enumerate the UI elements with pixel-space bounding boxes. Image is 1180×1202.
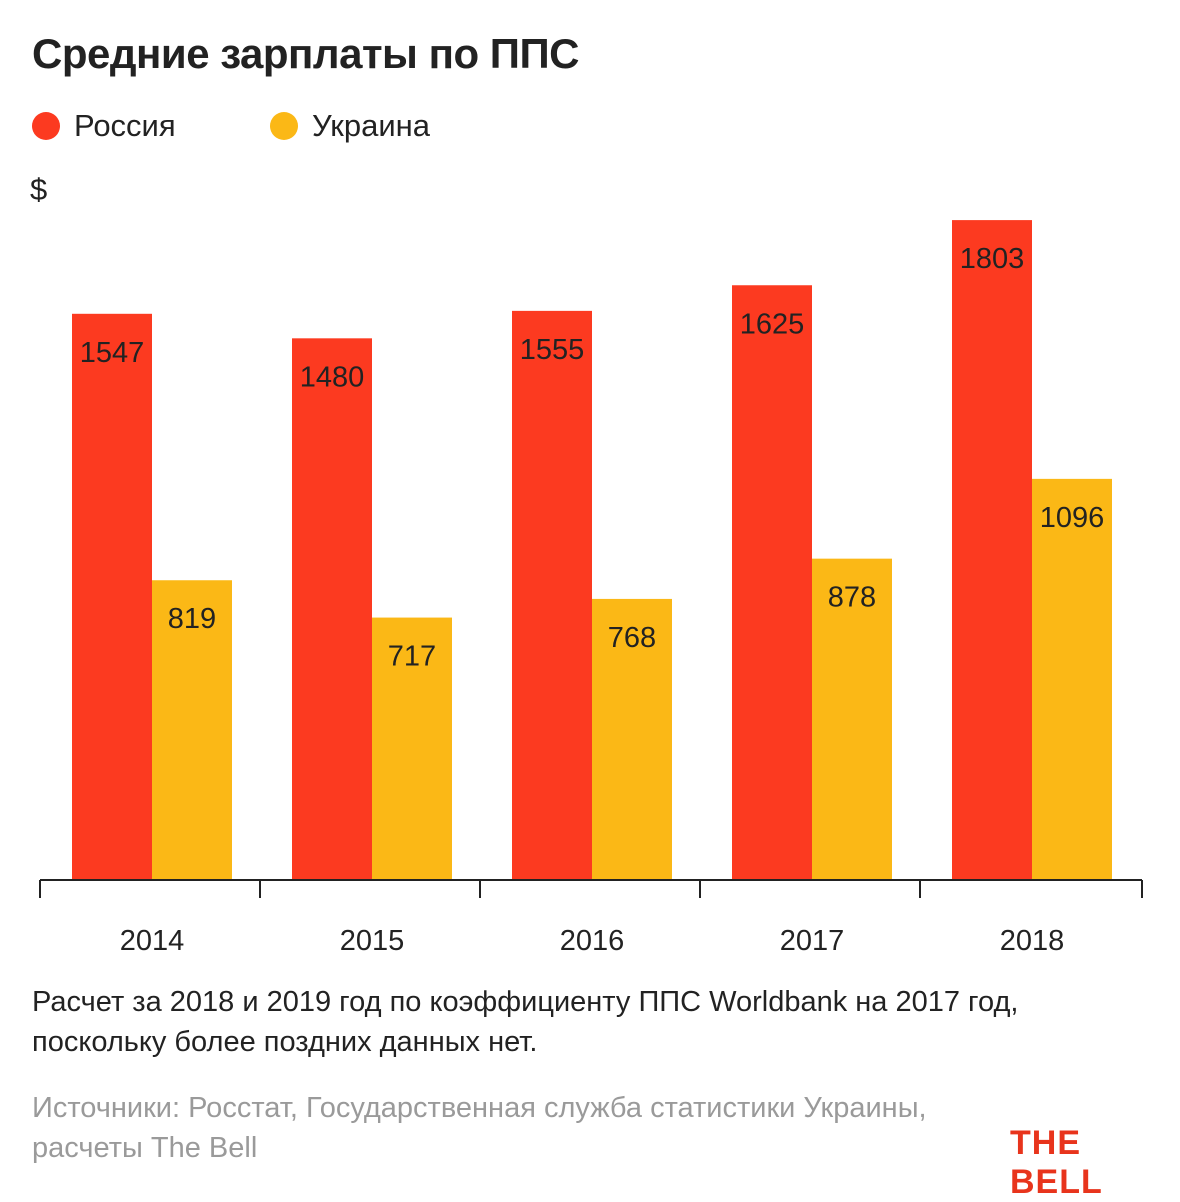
source-text: Источники: Росстат, Государственная служ… xyxy=(32,1092,927,1164)
legend-label-russia: Россия xyxy=(74,108,176,143)
the-bell-logo: THE BELL xyxy=(1010,1124,1103,1201)
x-tick-label-2018: 2018 xyxy=(1000,925,1065,957)
data-label-ukraine-2015: 717 xyxy=(388,641,436,673)
legend-swatch-ukraine xyxy=(270,112,298,140)
bar-russia-2014 xyxy=(72,313,152,881)
x-tick-label-2014: 2014 xyxy=(120,925,185,957)
data-label-russia-2017: 1625 xyxy=(740,308,805,340)
bar-russia-2018 xyxy=(952,220,1032,881)
y-axis-unit-label: $ xyxy=(30,172,48,207)
bar-chart: 1547 819 2014 1480 717 2015 1555 768 2016 1625 878… xyxy=(39,220,1143,957)
data-label-ukraine-2018: 1096 xyxy=(1040,502,1105,534)
legend-item-russia: Россия xyxy=(32,108,176,144)
data-label-ukraine-2014: 819 xyxy=(168,603,216,635)
data-label-ukraine-2016: 768 xyxy=(608,622,656,654)
bar-ukraine-2017 xyxy=(812,558,892,880)
legend-item-ukraine: Украина xyxy=(270,108,430,144)
chart-title: Средние зарплаты по ППС xyxy=(32,30,579,77)
data-label-ukraine-2017: 878 xyxy=(828,582,876,614)
x-tick-label-2017: 2017 xyxy=(780,925,845,957)
legend-swatch-russia xyxy=(32,112,60,140)
legend-label-ukraine: Украина xyxy=(312,108,431,143)
bar-russia-2017 xyxy=(732,285,812,880)
data-label-russia-2018: 1803 xyxy=(960,243,1025,275)
bar-russia-2016 xyxy=(512,310,592,880)
chart-note: Расчет за 2018 и 2019 год по коэффициент… xyxy=(32,986,1019,1058)
x-tick-label-2015: 2015 xyxy=(340,925,405,957)
bar-ukraine-2018 xyxy=(1032,478,1112,880)
data-label-russia-2014: 1547 xyxy=(80,337,145,369)
bar-ukraine-2015 xyxy=(372,617,452,880)
bar-ukraine-2016 xyxy=(592,598,672,880)
data-label-russia-2016: 1555 xyxy=(520,334,585,366)
data-label-russia-2015: 1480 xyxy=(300,361,365,393)
bar-ukraine-2014 xyxy=(152,580,232,880)
x-tick-label-2016: 2016 xyxy=(560,925,625,957)
bar-russia-2015 xyxy=(292,338,372,880)
